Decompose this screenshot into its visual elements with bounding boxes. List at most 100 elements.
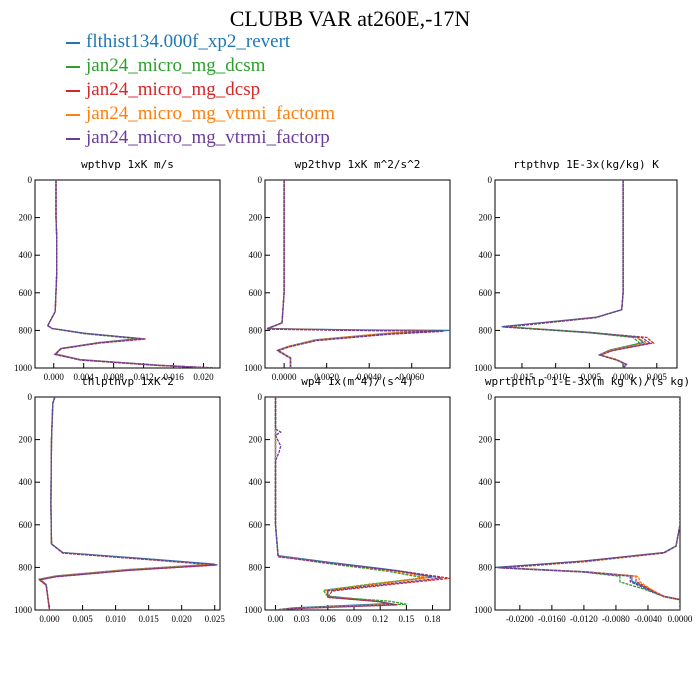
legend-label-3: jan24_micro_mg_vtrmi_factorm: [86, 103, 336, 124]
xtick-label-2-3: 0.000: [613, 372, 634, 382]
ytick-label-2-0: 0: [488, 175, 493, 185]
legend-swatch-4: [66, 137, 80, 140]
series-line-3-3: [38, 397, 210, 610]
ytick-label-0-4: 800: [19, 325, 33, 335]
xtick-label-3-4: 0.020: [172, 614, 193, 624]
xtick-label-0-0: 0.000: [44, 372, 65, 382]
panel-1: wp2thvp 1xK m^2/s^2 0 200 400 600 800 1000 0.00…: [244, 158, 451, 382]
ytick-label-1-1: 200: [249, 213, 263, 223]
series-line-4-0: [274, 397, 433, 610]
ytick-label-1-4: 800: [249, 325, 263, 335]
series-line-2-1: [508, 180, 642, 368]
xtick-label-1-3: 0.0060: [399, 372, 424, 382]
series-line-5-2: [497, 397, 680, 610]
legend-swatch-0: [66, 41, 80, 44]
ytick-label-4-4: 800: [249, 562, 263, 572]
ytick-label-5-4: 800: [479, 562, 493, 572]
series-line-2-4: [503, 180, 652, 368]
series-line-5-1: [499, 397, 680, 610]
series-line-5-3: [503, 397, 680, 610]
series-line-2-0: [501, 180, 645, 368]
legend-item-1: jan24_micro_mg_dcsm: [66, 54, 335, 78]
legend-label-2: jan24_micro_mg_dcsp: [86, 79, 261, 100]
ytick-label-5-3: 600: [479, 520, 493, 530]
panel-title-5: wprtpthlp 1-E-3x(m kg K)/(s kg): [485, 375, 690, 388]
series-line-1-0: [266, 180, 450, 368]
xtick-label-4-1: 0.03: [294, 614, 310, 624]
series-line-3-4: [38, 397, 218, 610]
ytick-label-2-1: 200: [479, 213, 493, 223]
xtick-label-4-0: 0.00: [268, 614, 284, 624]
series-line-3-2: [38, 397, 217, 610]
legend-label-4: jan24_micro_mg_vtrmi_factorp: [86, 127, 330, 148]
xtick-label-1-2: 0.0040: [357, 372, 382, 382]
ytick-label-1-0: 0: [258, 175, 263, 185]
xtick-label-1-0: 0.0000: [272, 372, 297, 382]
legend-item-2: jan24_micro_mg_dcsp: [66, 78, 335, 102]
xtick-label-5-3: -0.0080: [602, 614, 630, 624]
ytick-label-2-4: 800: [479, 325, 493, 335]
ytick-label-4-2: 400: [249, 477, 263, 487]
series-line-5-0: [495, 397, 680, 610]
xtick-label-5-4: -0.0040: [634, 614, 662, 624]
panel-frame-5: [494, 396, 681, 611]
xtick-label-3-3: 0.015: [139, 614, 160, 624]
panel-4: wp4 1x(m^4)/(s^4) 0 200 400 600 800 1000 0.00 0.…: [244, 375, 451, 624]
xtick-label-5-0: -0.0200: [506, 614, 534, 624]
legend: flthist134.000f_xp2_revert jan24_micro_m…: [66, 30, 335, 150]
xtick-label-0-3: 0.012: [133, 372, 153, 382]
ytick-label-4-1: 200: [249, 435, 263, 445]
ytick-label-5-1: 200: [479, 435, 493, 445]
series-line-3-1: [38, 397, 212, 610]
xtick-label-0-1: 0.004: [74, 372, 95, 382]
legend-item-4: jan24_micro_mg_vtrmi_factorp: [66, 126, 335, 150]
legend-label-1: jan24_micro_mg_dcsm: [86, 55, 266, 76]
panel-frame-2: [494, 179, 678, 369]
ytick-label-0-2: 400: [19, 250, 33, 260]
xtick-label-4-6: 0.18: [425, 614, 441, 624]
ytick-label-2-2: 400: [479, 250, 493, 260]
series-line-1-1: [266, 180, 438, 368]
legend-item-0: flthist134.000f_xp2_revert: [66, 30, 335, 54]
figure-title: CLUBB VAR at260E,-17N: [229, 6, 471, 31]
ytick-label-4-3: 600: [249, 520, 263, 530]
ytick-label-1-5: 1000: [244, 363, 263, 373]
legend-swatch-3: [66, 113, 80, 116]
ytick-label-5-0: 0: [488, 392, 493, 402]
ytick-label-3-4: 800: [19, 562, 33, 572]
xtick-label-5-1: -0.0160: [538, 614, 566, 624]
series-line-4-3: [274, 397, 429, 610]
legend-item-3: jan24_micro_mg_vtrmi_factorm: [66, 102, 335, 126]
xtick-label-2-4: 0.005: [647, 372, 668, 382]
ytick-label-5-2: 400: [479, 477, 493, 487]
panel-title-1: wp2thvp 1xK m^2/s^2: [295, 158, 421, 171]
ytick-label-0-1: 200: [19, 213, 33, 223]
legend-label-0: flthist134.000f_xp2_revert: [86, 31, 291, 52]
ytick-label-3-0: 0: [28, 392, 33, 402]
ytick-label-3-5: 1000: [14, 605, 33, 615]
xtick-label-4-2: 0.06: [320, 614, 336, 624]
series-line-2-3: [507, 180, 649, 368]
xtick-label-4-4: 0.12: [372, 614, 388, 624]
xtick-label-3-0: 0.000: [39, 614, 60, 624]
xtick-label-1-1: 0.0020: [314, 372, 339, 382]
panel-title-4: wp4 1x(m^4)/(s^4): [301, 375, 414, 388]
xtick-label-5-5: 0.0000: [668, 614, 693, 624]
series-line-1-2: [266, 180, 444, 368]
panel-frame-1: [264, 179, 451, 369]
panel-5: wprtpthlp 1-E-3x(m kg K)/(s kg) 0 200 400 60…: [474, 375, 693, 624]
panel-0: wpthvp 1xK m/s 0 200 400 600 800 1000 0.000 0.00…: [14, 158, 221, 382]
xtick-label-2-2: -0.005: [578, 372, 602, 382]
series-line-3-0: [38, 397, 215, 610]
ytick-label-1-3: 600: [249, 288, 263, 298]
ytick-label-1-2: 400: [249, 250, 263, 260]
ytick-label-5-5: 1000: [474, 605, 493, 615]
ytick-label-3-2: 400: [19, 477, 33, 487]
series-line-0-4: [46, 180, 218, 368]
legend-swatch-2: [66, 89, 80, 92]
ytick-label-4-5: 1000: [244, 605, 263, 615]
panel-frame-3: [34, 396, 221, 611]
panel-frame-0: [34, 179, 221, 369]
panel-title-3: thlpthvp 1xK^2: [81, 375, 174, 388]
